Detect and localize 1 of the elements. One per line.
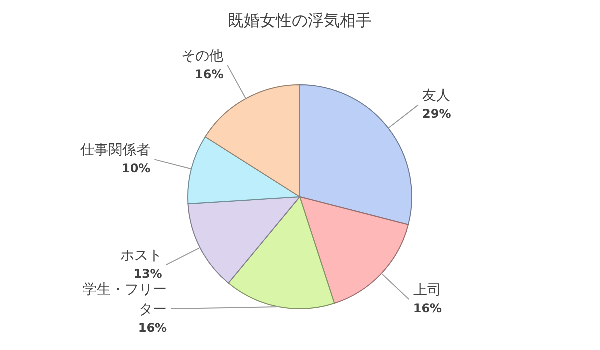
chart-title: 既婚女性の浮気相手 — [228, 11, 372, 30]
